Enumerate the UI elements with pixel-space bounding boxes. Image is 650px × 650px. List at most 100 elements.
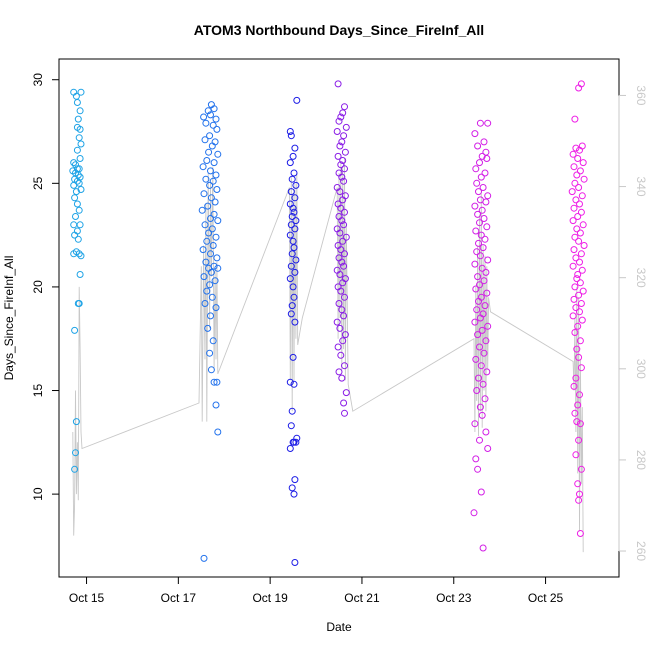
data-point	[473, 306, 481, 314]
data-point	[75, 300, 83, 307]
data-point	[481, 169, 489, 177]
point-cluster-5	[470, 119, 492, 552]
data-point	[569, 217, 577, 225]
data-point	[341, 362, 348, 370]
data-point	[476, 281, 483, 289]
data-point	[476, 314, 484, 322]
data-point	[198, 206, 206, 214]
data-point	[481, 235, 489, 243]
data-point	[287, 188, 295, 196]
data-point	[291, 559, 299, 566]
data-point	[212, 233, 220, 241]
data-point	[77, 252, 85, 260]
y-tick-label: 20	[31, 280, 45, 294]
data-point	[341, 103, 348, 111]
data-point	[473, 248, 481, 256]
data-point	[290, 208, 298, 216]
data-point	[206, 349, 214, 357]
data-point	[72, 161, 79, 169]
data-point	[471, 260, 479, 268]
data-point	[335, 117, 343, 125]
data-point	[336, 229, 344, 237]
data-point	[478, 326, 486, 334]
data-point	[572, 304, 580, 312]
data-point	[474, 142, 482, 150]
data-point	[76, 271, 84, 278]
data-point	[483, 223, 491, 231]
data-point	[482, 428, 490, 436]
data-point	[207, 312, 214, 320]
data-point	[479, 544, 487, 552]
data-point	[201, 300, 209, 307]
data-point	[336, 142, 344, 150]
data-point	[573, 275, 581, 283]
data-point	[471, 318, 479, 326]
y2-tick-label: 360	[634, 85, 648, 105]
data-point	[71, 465, 79, 473]
data-point	[577, 465, 585, 473]
data-point	[334, 343, 342, 351]
data-point	[579, 159, 587, 167]
y-tick-label: 15	[31, 384, 45, 398]
data-point	[291, 225, 299, 233]
data-point	[482, 268, 490, 276]
data-point	[480, 138, 488, 146]
data-point	[577, 364, 585, 372]
data-point	[472, 227, 480, 235]
data-point	[70, 159, 78, 167]
data-point	[337, 161, 345, 169]
data-point	[574, 480, 582, 488]
data-point	[475, 374, 482, 382]
data-point	[339, 337, 347, 345]
data-point	[341, 250, 348, 258]
points-layer	[69, 80, 588, 566]
data-point	[77, 88, 85, 96]
y2-tick-label: 340	[634, 177, 648, 197]
data-point	[290, 293, 298, 301]
data-point	[207, 167, 214, 175]
data-point	[577, 208, 585, 216]
data-point	[73, 99, 81, 106]
data-point	[574, 271, 582, 278]
y-axis-left: 10 15 20 25 30	[31, 73, 60, 501]
data-point	[206, 181, 214, 189]
y-axis-right: 260 280 300 320 340 360	[618, 85, 648, 561]
data-point	[341, 409, 348, 417]
data-point	[199, 163, 207, 171]
data-point	[71, 231, 79, 239]
data-point	[478, 264, 486, 272]
data-point	[292, 181, 300, 189]
data-point	[483, 368, 491, 376]
data-point	[202, 119, 210, 127]
data-point	[287, 310, 295, 318]
data-point	[479, 380, 487, 388]
x-tick-label: Oct 19	[252, 591, 288, 605]
data-point	[576, 258, 583, 266]
data-point	[576, 167, 584, 175]
data-point	[569, 150, 577, 158]
data-point	[340, 177, 348, 185]
data-point	[204, 324, 212, 332]
data-point	[577, 250, 585, 258]
data-point	[483, 289, 491, 297]
point-cluster-2	[198, 101, 222, 562]
data-point	[286, 445, 294, 452]
data-point	[470, 509, 478, 517]
data-point	[573, 225, 581, 233]
y2-tick-label: 280	[634, 450, 648, 470]
data-point	[337, 204, 345, 212]
data-point	[213, 378, 221, 386]
data-point	[286, 231, 294, 239]
data-point	[336, 271, 344, 278]
data-point	[207, 111, 214, 119]
data-point	[200, 113, 208, 121]
y-tick-label: 10	[31, 487, 45, 501]
plot-frame	[58, 58, 620, 578]
data-point	[209, 242, 217, 249]
data-point	[571, 115, 579, 123]
data-point	[73, 177, 81, 185]
data-point	[339, 237, 347, 245]
data-point	[340, 262, 348, 270]
data-point	[210, 210, 218, 218]
